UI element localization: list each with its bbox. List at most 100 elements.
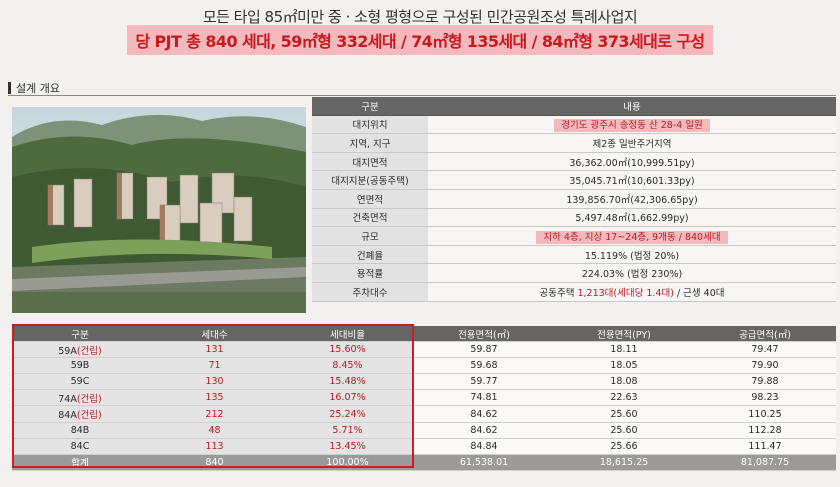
unit-area-py: 22.63 [554, 389, 694, 407]
overview-row: 대지면적 36,362.00㎡(10,999.51py) [312, 152, 836, 172]
unit-type: 74A(건립) [12, 389, 148, 407]
unit-header-supply: 공급면적(㎡) [694, 326, 836, 343]
unit-ratio: 15.60% [281, 341, 414, 359]
unit-type: 84B [12, 422, 148, 439]
unit-total-count: 840 [148, 454, 281, 471]
unit-type-label: 84B [70, 424, 90, 436]
unit-count: 212 [148, 405, 281, 423]
overview-header-row: 구분 내용 [312, 97, 836, 116]
unit-type-label: 59C [70, 376, 90, 388]
unit-area-m2: 59.68 [414, 357, 554, 375]
unit-total-area-py: 18,615.25 [554, 454, 694, 471]
unit-type: 84A(건립) [12, 405, 148, 423]
unit-area-py: 25.66 [554, 438, 694, 455]
unit-type-tag: (건립) [76, 345, 102, 357]
unit-supply: 79.88 [694, 373, 836, 391]
overview-value-highlight: 경기도 광주시 송정동 산 28-4 일원 [554, 119, 710, 133]
overview-label: 지역, 지구 [312, 133, 428, 153]
unit-row: 59B 71 8.45% 59.68 18.05 79.90 [12, 357, 836, 375]
unit-header-row: 구분 세대수 세대비율 전용면적(㎡) 전용면적(PY) 공급면적(㎡) [12, 326, 836, 343]
unit-ratio: 8.45% [281, 357, 414, 375]
overview-table: 구분 내용 대지위치 경기도 광주시 송정동 산 28-4 일원 지역, 지구 제2… [312, 97, 836, 302]
unit-area-py: 18.05 [554, 357, 694, 375]
unit-type-label: 74A [58, 393, 77, 405]
unit-area-m2: 84.62 [414, 405, 554, 423]
overview-label: 대지지분(공동주택) [312, 170, 428, 190]
overview-label: 대지위치 [312, 115, 428, 135]
unit-count: 113 [148, 438, 281, 455]
overview-row: 지역, 지구 제2종 일반주거지역 [312, 133, 836, 153]
unit-header-ratio: 세대비율 [281, 326, 414, 343]
overview-header-content: 내용 [428, 97, 836, 116]
header-subtitle: 모든 타입 85㎡미만 중 · 소형 평형으로 구성된 민간공원조성 특례사업지 [202, 8, 638, 26]
overview-row: 주차대수 공동주택 1,213대(세대당 1.4대) / 근생 40대 [312, 282, 836, 302]
unit-header-count: 세대수 [148, 326, 281, 343]
section-heading: 설계 개요 [8, 80, 60, 96]
unit-total-type: 합계 [12, 454, 148, 471]
unit-ratio: 16.07% [281, 389, 414, 407]
unit-header-type: 구분 [12, 326, 148, 343]
overview-row: 용적률 224.03% (법정 230%) [312, 263, 836, 283]
parking-suffix: / 근생 40대 [673, 287, 725, 299]
overview-row: 대지지분(공동주택) 35,045.71㎡(10,601.33py) [312, 170, 836, 190]
unit-supply: 79.90 [694, 357, 836, 375]
unit-area-m2: 84.62 [414, 422, 554, 439]
unit-supply: 110.25 [694, 405, 836, 423]
overview-value: 15.119% (법정 20%) [428, 245, 836, 265]
unit-type-label: 84C [70, 440, 90, 452]
unit-count: 131 [148, 341, 281, 359]
overview-label: 규모 [312, 226, 428, 246]
unit-count: 48 [148, 422, 281, 439]
unit-total-row: 합계 840 100.00% 61,538.01 18,615.25 81,087.75 [12, 454, 836, 471]
unit-ratio: 5.71% [281, 422, 414, 439]
unit-area-py: 25.60 [554, 422, 694, 439]
unit-area-m2: 59.77 [414, 373, 554, 391]
unit-row: 59A(건립) 131 15.60% 59.87 18.11 79.47 [12, 341, 836, 359]
overview-row: 건축면적 5,497.48㎡(1,662.99py) [312, 208, 836, 228]
unit-ratio: 15.48% [281, 373, 414, 391]
unit-total-supply: 81,087.75 [694, 454, 836, 471]
section-marker [8, 82, 11, 94]
site-rendering-image [12, 107, 306, 313]
overview-label: 연면적 [312, 189, 428, 209]
unit-row: 59C 130 15.48% 59.77 18.08 79.88 [12, 373, 836, 391]
unit-header-area-py: 전용면적(PY) [554, 326, 694, 343]
overview-label: 건축면적 [312, 208, 428, 228]
unit-header-area-m2: 전용면적(㎡) [414, 326, 554, 343]
section-divider [8, 95, 836, 96]
unit-type: 59A(건립) [12, 341, 148, 359]
overview-header-label: 구분 [312, 97, 428, 116]
overview-row: 건폐율 15.119% (법정 20%) [312, 245, 836, 265]
overview-row: 규모 지하 4층, 지상 17~24층, 9개동 / 840세대 [312, 226, 836, 246]
unit-area-py: 18.11 [554, 341, 694, 359]
unit-table: 구분 세대수 세대비율 전용면적(㎡) 전용면적(PY) 공급면적(㎡) 59A… [12, 326, 836, 471]
unit-type: 59B [12, 357, 148, 375]
overview-value: 35,045.71㎡(10,601.33py) [428, 170, 836, 190]
overview-value: 139,856.70㎡(42,306.65py) [428, 189, 836, 209]
header-highlight: 당 PJT 총 840 세대, 59㎡형 332세대 / 74㎡형 135세대 … [127, 25, 713, 55]
unit-total-ratio: 100.00% [281, 454, 414, 471]
overview-value: 공동주택 1,213대(세대당 1.4대) / 근생 40대 [428, 282, 836, 302]
unit-count: 130 [148, 373, 281, 391]
unit-type: 59C [12, 373, 148, 391]
overview-label: 용적률 [312, 263, 428, 283]
unit-row: 84A(건립) 212 25.24% 84.62 25.60 110.25 [12, 405, 836, 423]
unit-area-m2: 74.81 [414, 389, 554, 407]
overview-value: 224.03% (법정 230%) [428, 263, 836, 283]
unit-type-label: 59A [58, 345, 77, 357]
unit-area-py: 18.08 [554, 373, 694, 391]
unit-area-m2: 59.87 [414, 341, 554, 359]
unit-supply: 111.47 [694, 438, 836, 455]
overview-row: 대지위치 경기도 광주시 송정동 산 28-4 일원 [312, 115, 836, 135]
unit-supply: 112.28 [694, 422, 836, 439]
overview-label: 대지면적 [312, 152, 428, 172]
overview-value: 5,497.48㎡(1,662.99py) [428, 208, 836, 228]
unit-area-m2: 84.84 [414, 438, 554, 455]
overview-row: 연면적 139,856.70㎡(42,306.65py) [312, 189, 836, 209]
unit-total-area-m2: 61,538.01 [414, 454, 554, 471]
unit-ratio: 13.45% [281, 438, 414, 455]
section-title: 설계 개요 [16, 82, 60, 95]
unit-type-label: 59B [70, 360, 90, 372]
parking-prefix: 공동주택 [539, 287, 578, 299]
overview-value: 제2종 일반주거지역 [428, 133, 836, 153]
